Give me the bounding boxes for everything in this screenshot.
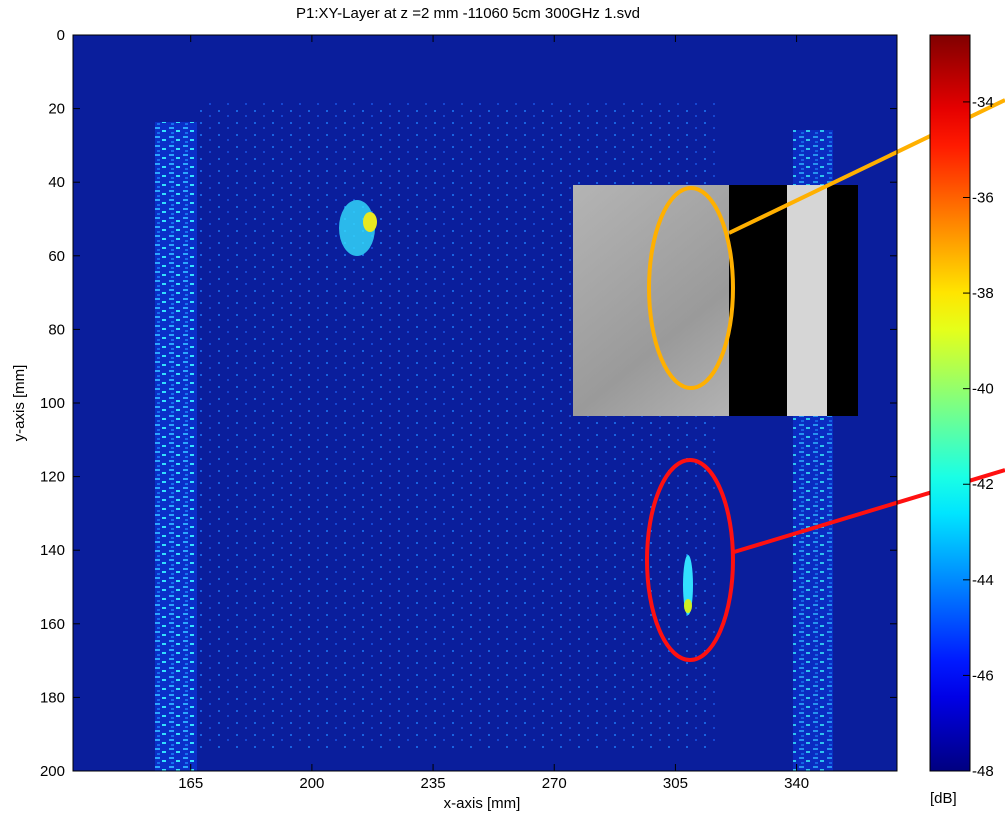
colorbar-tick-label: -34 <box>972 94 994 111</box>
colorbar-tick-label: -38 <box>972 285 994 302</box>
x-axis-label: x-axis [mm] <box>444 795 521 812</box>
colorbar-label: [dB] <box>930 790 957 807</box>
colorbar-tick-label: -42 <box>972 476 994 493</box>
x-tick-label: 200 <box>299 775 324 792</box>
colorbar-tick-label: -46 <box>972 667 994 684</box>
y-tick-label: 200 <box>40 763 65 780</box>
y-axis-label: y-axis [mm] <box>11 365 28 442</box>
heatmap-spot <box>363 212 377 232</box>
x-tick-label: 340 <box>784 775 809 792</box>
x-tick-label: 235 <box>421 775 446 792</box>
heatmap-spot <box>684 599 692 613</box>
inset-band <box>729 185 787 416</box>
y-tick-label: 100 <box>40 395 65 412</box>
y-tick-label: 40 <box>48 174 65 191</box>
inset-photo <box>573 185 858 416</box>
x-tick-label: 165 <box>178 775 203 792</box>
y-tick-label: 60 <box>48 248 65 265</box>
inset-band <box>827 185 858 416</box>
colorbar-tick-label: -40 <box>972 381 994 398</box>
colorbar <box>929 34 971 772</box>
x-tick-label: 305 <box>663 775 688 792</box>
y-tick-label: 180 <box>40 689 65 706</box>
annotation-ellipse <box>647 186 735 390</box>
colorbar-tick-label: -48 <box>972 763 994 780</box>
heatmap-spot <box>683 555 693 615</box>
heatmap-strip <box>155 122 197 771</box>
colorbar-tick-label: -36 <box>972 189 994 206</box>
x-tick-label: 270 <box>542 775 567 792</box>
y-tick-label: 140 <box>40 542 65 559</box>
colorbar-tick-label: -44 <box>972 572 994 589</box>
y-tick-label: 0 <box>57 27 65 44</box>
y-tick-label: 20 <box>48 101 65 118</box>
y-tick-label: 120 <box>40 469 65 486</box>
y-tick-label: 80 <box>48 321 65 338</box>
annotation-ellipse <box>645 458 735 662</box>
chart-title: P1:XY-Layer at z =2 mm -11060 5cm 300GHz… <box>296 5 640 22</box>
y-tick-label: 160 <box>40 616 65 633</box>
inset-band <box>787 185 827 416</box>
